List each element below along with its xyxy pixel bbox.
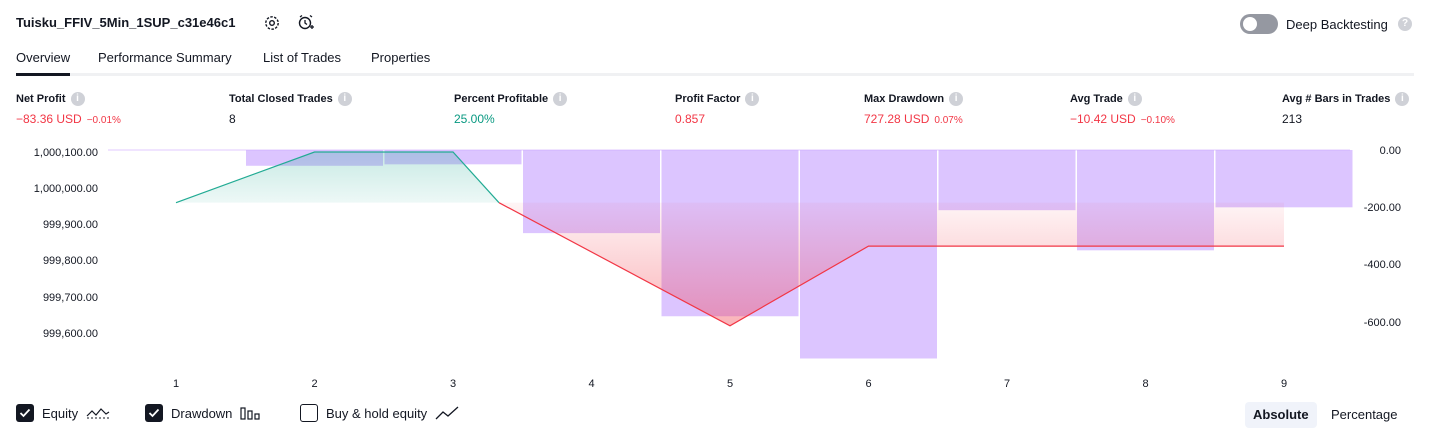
x-axis-tick: 4	[588, 378, 594, 390]
stat-profit-factor: Profit Factor i 0.857	[675, 92, 760, 126]
info-icon[interactable]: i	[745, 92, 760, 106]
chart-legend: Equity Drawdown Buy & hold equity Absolu…	[0, 402, 1431, 430]
left-axis-tick: 999,900.00	[43, 219, 98, 231]
drawdown-bar	[1215, 150, 1353, 208]
left-axis-tick: 999,700.00	[43, 292, 98, 304]
legend-label: Equity	[42, 405, 79, 421]
info-icon[interactable]: i	[553, 92, 568, 106]
gear-icon[interactable]	[263, 14, 281, 32]
x-axis-tick: 7	[1004, 378, 1010, 390]
x-axis-tick: 8	[1142, 378, 1148, 390]
stat-value: 727.28 USD	[864, 112, 930, 126]
x-axis-tick: 5	[727, 378, 733, 390]
right-axis-tick: -200.00	[1364, 202, 1401, 214]
stat-value: 0.857	[675, 112, 706, 126]
stat-value: 25.00%	[454, 112, 495, 126]
absolute-button[interactable]: Absolute	[1245, 402, 1317, 428]
left-axis-tick: 1,000,100.00	[34, 147, 98, 159]
trend-line-icon	[435, 406, 459, 420]
legend-buy-hold[interactable]: Buy & hold equity	[300, 404, 459, 422]
stat-avg-bars: Avg # Bars in Trades i 213	[1282, 92, 1410, 126]
stat-value: 8	[229, 112, 236, 126]
info-icon[interactable]: i	[70, 92, 85, 106]
stat-label: Net Profit	[16, 93, 66, 105]
stat-label: Percent Profitable	[454, 93, 549, 105]
bars-icon	[240, 407, 261, 420]
right-axis-tick: -600.00	[1364, 317, 1401, 329]
stat-label: Avg Trade	[1070, 93, 1123, 105]
left-axis-tick: 999,600.00	[43, 328, 98, 340]
stat-max-drawdown: Max Drawdown i 727.28 USD 0.07%	[864, 92, 964, 126]
equity-drawdown-chart: 1,000,100.00 1,000,000.00 999,900.00 999,80…	[34, 145, 1401, 390]
equity-line-icon	[86, 408, 110, 419]
strategy-name: Tuisku_FFIV_5Min_1SUP_c31e46c1	[16, 15, 236, 30]
legend-label: Buy & hold equity	[326, 405, 428, 421]
help-icon[interactable]: ?	[1398, 17, 1412, 31]
right-axis-tick: -400.00	[1364, 259, 1401, 271]
stat-label: Total Closed Trades	[229, 93, 333, 105]
info-icon[interactable]: i	[1395, 92, 1410, 106]
stat-percent: −0.01%	[86, 115, 121, 126]
x-axis-tick: 3	[450, 378, 456, 390]
equity-line-up	[175, 151, 500, 204]
stat-value: 213	[1282, 112, 1303, 126]
deep-backtesting-toggle[interactable]	[1240, 14, 1278, 34]
info-icon[interactable]: i	[949, 92, 964, 106]
legend-equity[interactable]: Equity	[16, 404, 110, 422]
stat-label: Avg # Bars in Trades	[1282, 93, 1391, 105]
legend-drawdown[interactable]: Drawdown	[145, 404, 261, 422]
stat-percent: 0.07%	[934, 115, 963, 126]
info-icon[interactable]: i	[337, 92, 352, 106]
x-axis-tick: 6	[865, 378, 871, 390]
x-axis-tick: 1	[173, 378, 179, 390]
x-axis-tick: 2	[311, 378, 317, 390]
deep-backtesting-label: Deep Backtesting	[1286, 17, 1388, 32]
right-axis-tick: 0.00	[1380, 145, 1401, 157]
tab-list-of-trades[interactable]: List of Trades	[263, 50, 342, 65]
stat-percent-profitable: Percent Profitable i 25.00%	[454, 92, 568, 126]
report-tabs: Overview Performance Summary List of Tra…	[16, 44, 1414, 76]
stat-net-profit: Net Profit i −83.36 USD −0.01%	[16, 92, 121, 126]
drawdown-bar	[938, 150, 1076, 211]
left-axis-tick: 1,000,000.00	[34, 183, 98, 195]
drawdown-checkbox[interactable]	[145, 404, 163, 422]
stat-total-closed-trades: Total Closed Trades i 8	[229, 92, 352, 126]
stats-row: Net Profit i −83.36 USD −0.01% Total Close…	[0, 92, 1431, 132]
equity-checkbox[interactable]	[16, 404, 34, 422]
stat-value: −10.42 USD	[1070, 112, 1136, 126]
equity-line-down	[498, 202, 1284, 327]
stat-avg-trade: Avg Trade i −10.42 USD −0.10%	[1070, 92, 1175, 126]
left-axis-tick: 999,800.00	[43, 255, 98, 267]
toggle-knob	[1243, 17, 1257, 31]
stat-percent: −0.10%	[1140, 115, 1175, 126]
x-axis-tick: 9	[1281, 378, 1287, 390]
tab-properties[interactable]: Properties	[371, 50, 431, 65]
stat-value: −83.36 USD	[16, 112, 82, 126]
equity-profit-fill	[176, 152, 499, 203]
equity-loss-fill	[499, 202, 1284, 326]
tab-performance-summary[interactable]: Performance Summary	[98, 50, 232, 65]
percentage-button[interactable]: Percentage	[1331, 407, 1398, 422]
stat-label: Max Drawdown	[864, 93, 945, 105]
buy-hold-checkbox[interactable]	[300, 404, 318, 422]
legend-label: Drawdown	[171, 405, 233, 421]
report-header: Tuisku_FFIV_5Min_1SUP_c31e46c1 Deep Back…	[0, 0, 1431, 44]
add-alarm-icon[interactable]	[297, 14, 315, 32]
info-icon[interactable]: i	[1127, 92, 1142, 106]
tab-overview[interactable]: Overview	[16, 50, 71, 76]
stat-label: Profit Factor	[675, 93, 741, 105]
